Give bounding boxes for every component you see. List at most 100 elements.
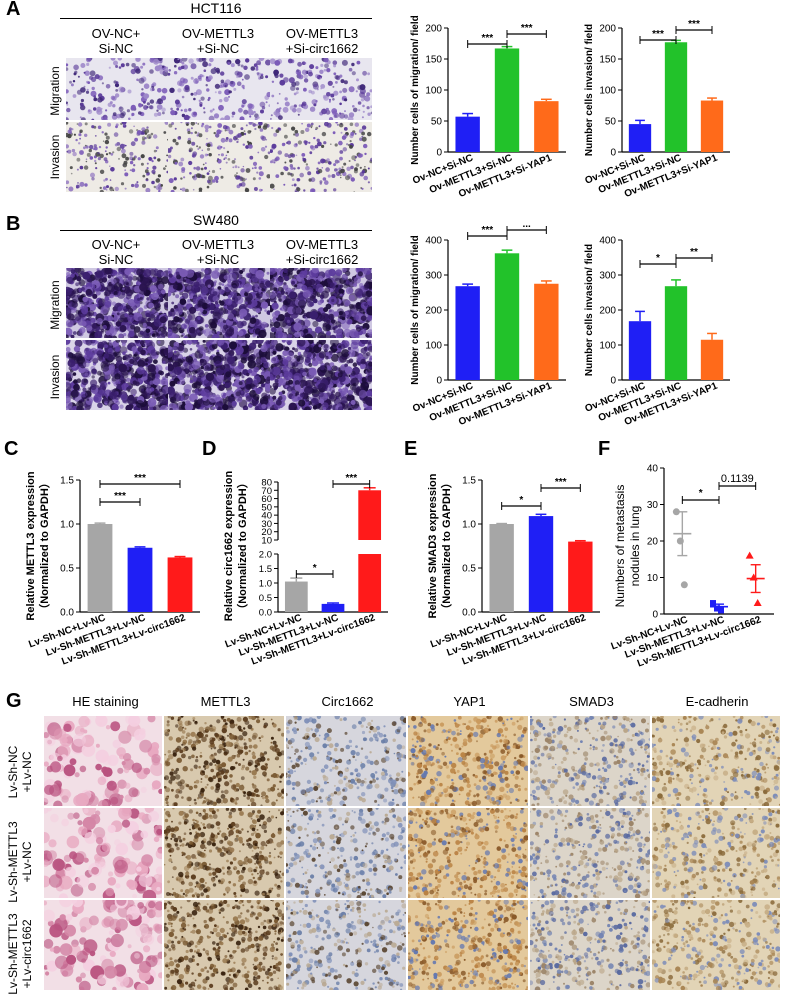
C-ytick-label: 0.5 — [60, 564, 74, 575]
ihc-image-r2-c4 — [408, 808, 528, 898]
B-migration-bar-2 — [495, 253, 519, 380]
E-sig-label-1: * — [519, 495, 523, 506]
ihc-image-r1-c5 — [530, 716, 650, 806]
B-invasion-ytick-label: 100 — [599, 341, 616, 352]
D-ytick-label: 1.5 — [259, 564, 272, 575]
A-migration-bar-3 — [534, 101, 558, 152]
panel-label-g: G — [6, 690, 22, 713]
A-invasion-ytick-label: 0 — [610, 148, 616, 159]
row-label-b-migration: Migration — [48, 270, 62, 340]
A-migration-sig-label-2: *** — [521, 23, 533, 34]
ihc-image-r3-c5 — [530, 900, 650, 990]
A-migration-bar-2 — [495, 48, 519, 152]
B-invasion-sig-label-1: * — [656, 253, 660, 264]
C-bar-2 — [128, 548, 153, 612]
A-invasion-ylabel: Number cells invasion/ field — [584, 24, 595, 156]
ihc-column-smad3: SMAD3 — [530, 694, 653, 709]
row-label-b-invasion: Invasion — [48, 342, 62, 412]
C-bar-3 — [168, 557, 193, 612]
B-invasion-bar-3 — [701, 340, 723, 380]
column-title-b-1: OV-NC+ Si-NC — [66, 237, 166, 267]
micrograph-b-migration-1 — [66, 268, 168, 338]
A-invasion-ytick-label: 100 — [599, 86, 616, 97]
B-migration-ytick-label: 300 — [425, 271, 442, 282]
A-migration-ytick-label: 200 — [425, 24, 442, 35]
D-bar-2 — [322, 604, 345, 612]
E-ylabel: Relative SMAD3 expression — [427, 473, 439, 618]
F-sig-label-2: 0.1139 — [721, 473, 754, 485]
D-ytick-label: 80 — [261, 478, 272, 489]
F-point-g3 — [754, 599, 762, 606]
E-ytick-label: 1.5 — [462, 476, 476, 487]
B-migration-ytick-label: 400 — [425, 236, 442, 247]
ihc-image-r1-c4 — [408, 716, 528, 806]
F-ylabel: Numbers of metastasis — [613, 485, 627, 608]
A-invasion-ytick-label: 50 — [605, 117, 617, 128]
A-invasion-ytick-label: 200 — [599, 24, 616, 35]
panel-label-e: E — [404, 438, 417, 461]
A-migration-ytick-label: 50 — [431, 117, 443, 128]
column-title-b-2: OV-METTL3 +Si-NC — [168, 237, 268, 267]
divider-b — [60, 230, 372, 231]
B-migration-bar-3 — [534, 284, 558, 380]
F-point-g1 — [681, 581, 688, 588]
C-bar-1 — [88, 524, 113, 612]
A-migration-ylabel: Number cells of migration/ field — [410, 15, 421, 164]
ihc-image-r3-c6 — [652, 900, 780, 990]
ihc-column-yap1: YAP1 — [408, 694, 531, 709]
panel-label-b: B — [6, 213, 20, 236]
A-migration-bar-1 — [455, 117, 479, 152]
B-invasion-ytick-label: 300 — [599, 271, 616, 282]
C-ytick-label: 1.0 — [60, 520, 74, 531]
E-ytick-label: 0.5 — [462, 564, 476, 575]
ihc-image-r2-c2 — [164, 808, 284, 898]
ihc-image-r3-c3 — [286, 900, 406, 990]
D-sig-label-2: *** — [345, 473, 357, 484]
ihc-image-r1-c1 — [44, 716, 162, 806]
ihc-column-mettl3: METTL3 — [164, 694, 287, 709]
B-invasion-ytick-label: 400 — [599, 236, 616, 247]
F-point-g2 — [710, 600, 716, 606]
D-bar-3-lower — [358, 554, 381, 612]
E-ylabel-2: （Normalized to GAPDH） — [440, 477, 453, 615]
D-bar-3-upper — [358, 490, 381, 540]
micrograph-b-invasion-2 — [168, 340, 270, 410]
micrograph-b-invasion-3 — [270, 340, 372, 410]
A-invasion-bar-2 — [665, 42, 687, 152]
B-invasion-bar-1 — [629, 321, 651, 380]
D-sig-label-1: * — [313, 563, 317, 574]
ihc-image-r3-c1 — [44, 900, 162, 990]
micrograph-b-invasion-1 — [66, 340, 168, 410]
B-migration-ytick-label: 100 — [425, 341, 442, 352]
D-ytick-label: 2.0 — [259, 550, 272, 561]
C-ytick-label: 0.0 — [60, 608, 74, 619]
D-ytick-label: 1.0 — [259, 579, 272, 590]
B-migration-ylabel: Number cells of migration/ field — [410, 235, 421, 384]
E-ytick-label: 0.0 — [462, 608, 476, 619]
D-ytick-label: 0.5 — [259, 593, 272, 604]
E-ytick-label: 1.0 — [462, 520, 476, 531]
C-sig-label-2: *** — [134, 473, 146, 484]
F-point-g3 — [750, 574, 758, 581]
ihc-image-r3-c2 — [164, 900, 284, 990]
ihc-column-circ1662: Circ1662 — [286, 694, 409, 709]
panel-label-c: C — [4, 438, 18, 461]
E-bar-2 — [529, 516, 553, 612]
cell-line-title-b: SW480 — [60, 212, 372, 228]
B-migration-sig-label-2: ... — [522, 219, 531, 230]
C-ylabel-2: （Normalized to GAPDH） — [38, 477, 51, 615]
panel-label-f: F — [598, 438, 610, 461]
panel-label-d: D — [202, 438, 216, 461]
ihc-image-r2-c1 — [44, 808, 162, 898]
B-migration-bar-1 — [455, 286, 479, 380]
ihc-image-r3-c4 — [408, 900, 528, 990]
column-title-b-3: OV-METTL3 +Si-circ1662 — [270, 237, 374, 267]
C-sig-label-1: *** — [114, 491, 126, 502]
D-bar-1 — [285, 582, 308, 612]
micrograph-b-migration-2 — [168, 268, 270, 338]
ihc-image-r2-c6 — [652, 808, 780, 898]
micrograph-b-migration-3 — [270, 268, 372, 338]
ihc-image-r1-c6 — [652, 716, 780, 806]
E-bar-3 — [568, 542, 592, 612]
F-sig-label-1: * — [699, 488, 703, 499]
